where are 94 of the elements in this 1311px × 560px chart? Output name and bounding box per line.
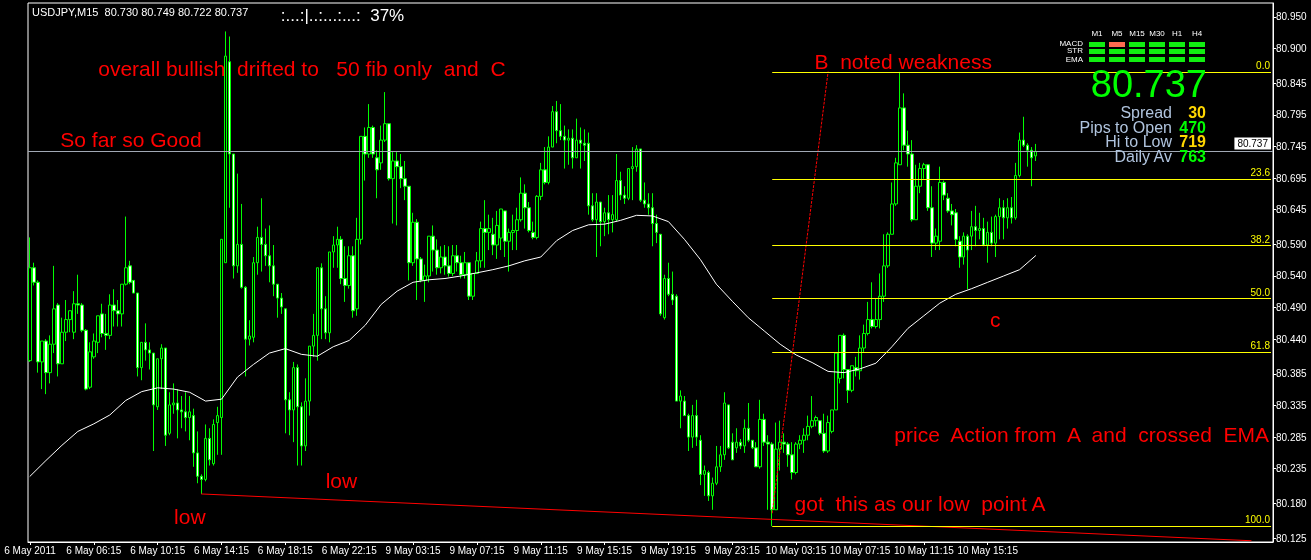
- chart-title: USDJPY,M15 80.730 80.749 80.722 80.737: [32, 5, 249, 18]
- annotation: 470: [1179, 118, 1206, 136]
- candlestick: [296, 363, 299, 467]
- annotation: 30: [1188, 103, 1206, 121]
- candlestick: [691, 404, 694, 449]
- y-tick-label: 80.695: [1276, 172, 1308, 184]
- candlestick: [395, 151, 399, 226]
- annotation: 80.737: [1090, 62, 1207, 105]
- x-tick-label: 6 May 10:15: [130, 544, 186, 556]
- candlestick: [495, 210, 499, 260]
- x-tick-label: 6 May 06:15: [66, 544, 122, 556]
- annotation: 61.8: [1250, 340, 1270, 352]
- x-tick-label: 6 May 18:15: [257, 544, 314, 556]
- y-tick-label: 80.385: [1276, 368, 1308, 380]
- y-tick-label: 80.795: [1276, 109, 1308, 121]
- y-tick-label: 80.590: [1276, 238, 1308, 250]
- annotation: H4: [1191, 28, 1203, 38]
- candlestick: [758, 399, 762, 470]
- x-tick-label: 9 May 11:15: [513, 544, 569, 556]
- candlestick: [822, 413, 826, 454]
- y-tick-label: 80.950: [1276, 11, 1308, 23]
- annotation: B noted weakness: [814, 49, 992, 73]
- candlestick: [164, 347, 167, 447]
- candlestick: [44, 338, 48, 395]
- y-tick-label: 80.285: [1276, 431, 1308, 443]
- candlestick: [260, 197, 263, 273]
- x-tick-label: 9 May 19:15: [640, 544, 697, 556]
- x-tick-label: 6 May 14:15: [194, 544, 250, 556]
- candlestick: [447, 245, 451, 278]
- candlestick: [284, 308, 287, 434]
- annotation: 100.0: [1244, 514, 1270, 526]
- candlestick: [1002, 199, 1005, 240]
- candlestick: [212, 418, 215, 467]
- annotation: low: [325, 468, 358, 492]
- x-tick-label: 9 May 15:15: [577, 544, 633, 556]
- candlestick: [555, 100, 558, 144]
- candlestick: [567, 128, 570, 166]
- annotation: M15: [1129, 28, 1145, 38]
- annotation: EMA: [1065, 54, 1083, 64]
- annotation: got this as our low point A: [794, 491, 1046, 515]
- y-tick-label: 80.335: [1276, 400, 1308, 412]
- y-tick-label: 80.490: [1276, 302, 1308, 314]
- y-tick-label: 80.645: [1276, 204, 1308, 216]
- y-tick-label: 80.540: [1276, 270, 1308, 282]
- annotation: H1: [1171, 28, 1183, 38]
- ref-line-label: 80.737: [1237, 137, 1269, 149]
- candlestick: [483, 199, 487, 269]
- annotation: 763: [1179, 148, 1206, 166]
- candlestick: [443, 244, 447, 276]
- y-tick-label: 80.125: [1276, 532, 1308, 544]
- annotation: 719: [1179, 133, 1206, 151]
- candlestick: [659, 233, 662, 317]
- annotation: low: [174, 504, 206, 528]
- candlestick: [986, 221, 989, 264]
- annotation: :...:|..:...:...: 37%: [280, 5, 405, 25]
- annotation: price Action from A and crossed EMA: [894, 422, 1269, 446]
- annotation: 23.6: [1250, 167, 1270, 179]
- candlestick: [974, 205, 977, 247]
- candlestick: [316, 267, 319, 362]
- annotation: M1: [1091, 28, 1103, 38]
- x-tick-label: 6 May 2011: [4, 544, 57, 556]
- candlestick: [790, 441, 794, 480]
- annotation: 50.0: [1250, 286, 1270, 298]
- y-tick-label: 80.180: [1276, 497, 1308, 509]
- y-tick-label: 80.845: [1276, 77, 1308, 89]
- annotation: 0.0: [1256, 59, 1270, 71]
- x-tick-label: 10 May 07:15: [829, 544, 891, 556]
- candlestick: [938, 166, 942, 251]
- x-tick-label: 10 May 11:15: [893, 544, 955, 556]
- x-tick-label: 6 May 22:15: [321, 544, 378, 556]
- y-tick-label: 80.235: [1276, 463, 1308, 475]
- annotation: 38.2: [1250, 233, 1270, 245]
- x-tick-label: 10 May 15:15: [957, 544, 1019, 556]
- annotation: Spread: [1120, 103, 1172, 121]
- y-tick-label: 80.900: [1276, 43, 1308, 54]
- x-tick-label: 9 May 03:15: [385, 544, 442, 556]
- annotation: Daily Av: [1114, 148, 1172, 166]
- x-tick-label: 9 May 23:15: [704, 544, 761, 556]
- annotation: STR: [1067, 46, 1083, 56]
- x-tick-label: 10 May 03:15: [765, 544, 827, 556]
- candlestick: [631, 146, 634, 201]
- candlestick: [695, 399, 698, 447]
- x-tick-label: 9 May 07:15: [449, 544, 505, 556]
- y-tick-label: 80.745: [1276, 140, 1308, 152]
- annotation: c: [990, 307, 1001, 331]
- y-tick-label: 80.440: [1276, 333, 1308, 345]
- candlestick: [1030, 146, 1033, 187]
- candlestick: [595, 192, 598, 258]
- annotation: M5: [1111, 28, 1123, 38]
- annotation: overall bullish drifted to 50 fib only and C: [98, 56, 506, 80]
- annotation: M30: [1149, 28, 1165, 38]
- candlestick: [451, 244, 455, 277]
- annotation: So far so Good: [60, 127, 202, 151]
- annotation: MACD: [1059, 39, 1083, 49]
